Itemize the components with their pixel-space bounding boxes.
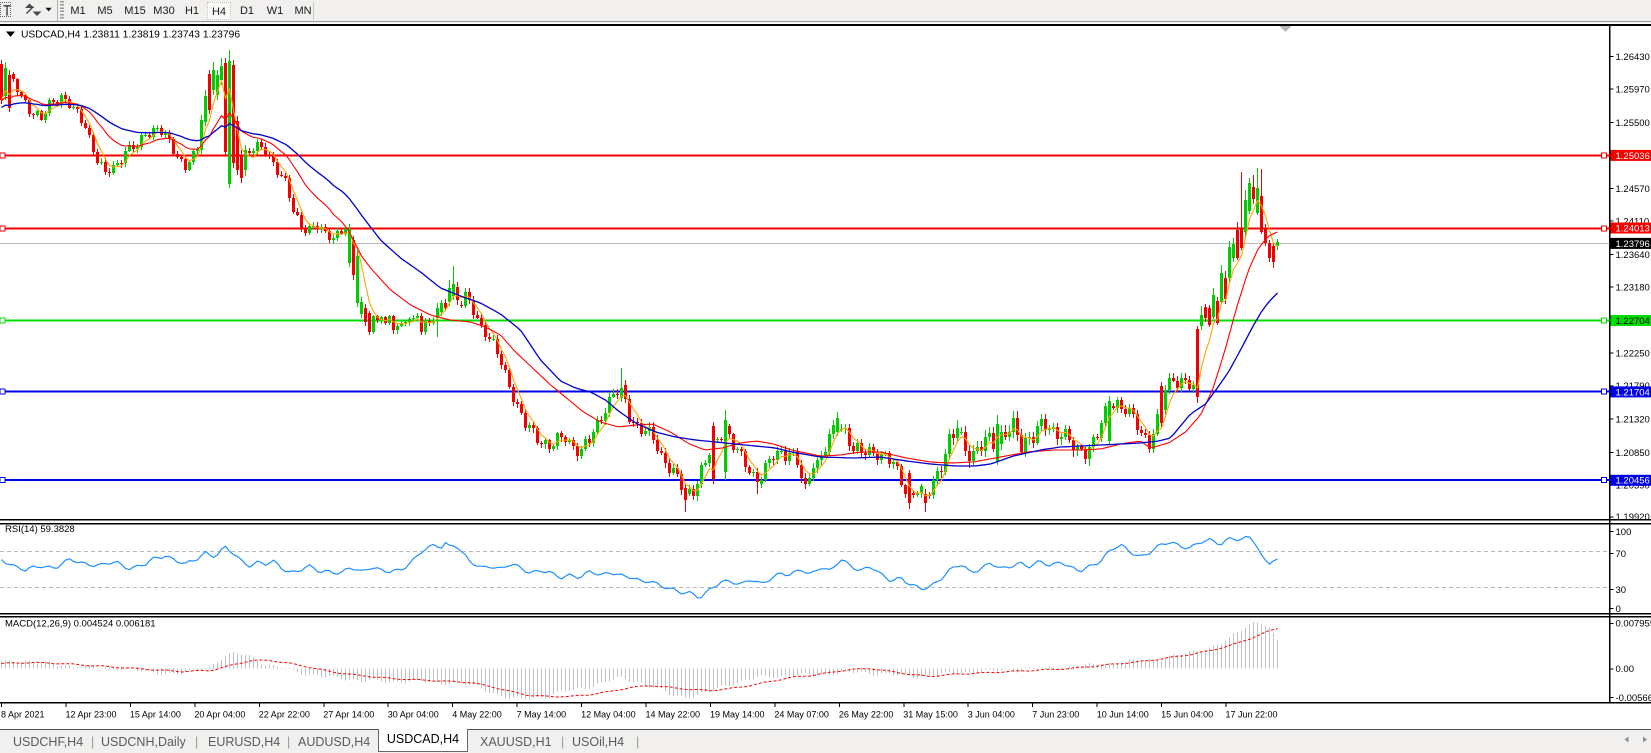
svg-text:1.22250: 1.22250 (1616, 349, 1650, 360)
svg-text:8 Apr 2021: 8 Apr 2021 (1, 710, 45, 720)
svg-text:1.23796: 1.23796 (1616, 239, 1650, 250)
svg-text:4 May 22:00: 4 May 22:00 (452, 710, 502, 720)
svg-text:26 May 22:00: 26 May 22:00 (839, 710, 894, 720)
svg-text:1.22704: 1.22704 (1616, 316, 1650, 327)
svg-text:15 Jun 04:00: 15 Jun 04:00 (1161, 710, 1213, 720)
svg-text:1.25500: 1.25500 (1616, 118, 1650, 129)
svg-text:27 Apr 14:00: 27 Apr 14:00 (323, 710, 374, 720)
svg-text:3 Jun 04:00: 3 Jun 04:00 (968, 710, 1015, 720)
svg-text:30 Apr 04:00: 30 Apr 04:00 (388, 710, 439, 720)
svg-text:RSI(14) 59.3828: RSI(14) 59.3828 (5, 524, 75, 535)
svg-text:MACD(12,26,9) 0.004524 0.00618: MACD(12,26,9) 0.004524 0.006181 (5, 619, 156, 630)
svg-text:14 May 22:00: 14 May 22:00 (646, 710, 701, 720)
svg-text:15 Apr 14:00: 15 Apr 14:00 (130, 710, 181, 720)
svg-text:1.23180: 1.23180 (1616, 283, 1650, 294)
svg-text:1.20456: 1.20456 (1616, 476, 1650, 487)
svg-text:1.20390: 1.20390 (1616, 481, 1650, 492)
svg-text:22 Apr 22:00: 22 Apr 22:00 (259, 710, 310, 720)
svg-text:100: 100 (1616, 527, 1632, 538)
svg-text:USDCAD,H4 1.23811 1.23819 1.2: USDCAD,H4 1.23811 1.23819 1.23743 1.2379… (21, 30, 240, 41)
svg-text:0: 0 (1616, 604, 1621, 615)
svg-text:0.00: 0.00 (1616, 664, 1635, 675)
svg-text:31 May 15:00: 31 May 15:00 (903, 710, 958, 720)
svg-text:1.24110: 1.24110 (1616, 217, 1650, 228)
svg-text:1.26430: 1.26430 (1616, 52, 1650, 63)
svg-text:1.21320: 1.21320 (1616, 415, 1650, 426)
svg-text:24 May 07:00: 24 May 07:00 (774, 710, 829, 720)
svg-text:1.25970: 1.25970 (1616, 85, 1650, 96)
svg-text:30: 30 (1616, 585, 1627, 596)
svg-text:-0.005663: -0.005663 (1616, 693, 1651, 704)
svg-text:17 Jun 22:00: 17 Jun 22:00 (1226, 710, 1278, 720)
svg-text:1.24013: 1.24013 (1616, 223, 1650, 234)
svg-text:7 May 14:00: 7 May 14:00 (517, 710, 567, 720)
svg-text:1.23640: 1.23640 (1616, 250, 1650, 261)
svg-text:1.20850: 1.20850 (1616, 448, 1650, 459)
svg-text:70: 70 (1616, 549, 1627, 560)
svg-text:19 May 14:00: 19 May 14:00 (710, 710, 765, 720)
svg-text:0.007959: 0.007959 (1616, 619, 1651, 630)
svg-text:7 Jun 23:00: 7 Jun 23:00 (1032, 710, 1079, 720)
svg-text:1.21704: 1.21704 (1616, 387, 1650, 398)
svg-text:1.24570: 1.24570 (1616, 184, 1650, 195)
svg-text:1.19920: 1.19920 (1616, 512, 1650, 523)
svg-text:20 Apr 04:00: 20 Apr 04:00 (194, 710, 245, 720)
svg-text:12 Apr 23:00: 12 Apr 23:00 (66, 710, 117, 720)
svg-text:12 May 04:00: 12 May 04:00 (581, 710, 636, 720)
svg-text:1.25036: 1.25036 (1616, 151, 1650, 162)
svg-text:10 Jun 14:00: 10 Jun 14:00 (1097, 710, 1149, 720)
